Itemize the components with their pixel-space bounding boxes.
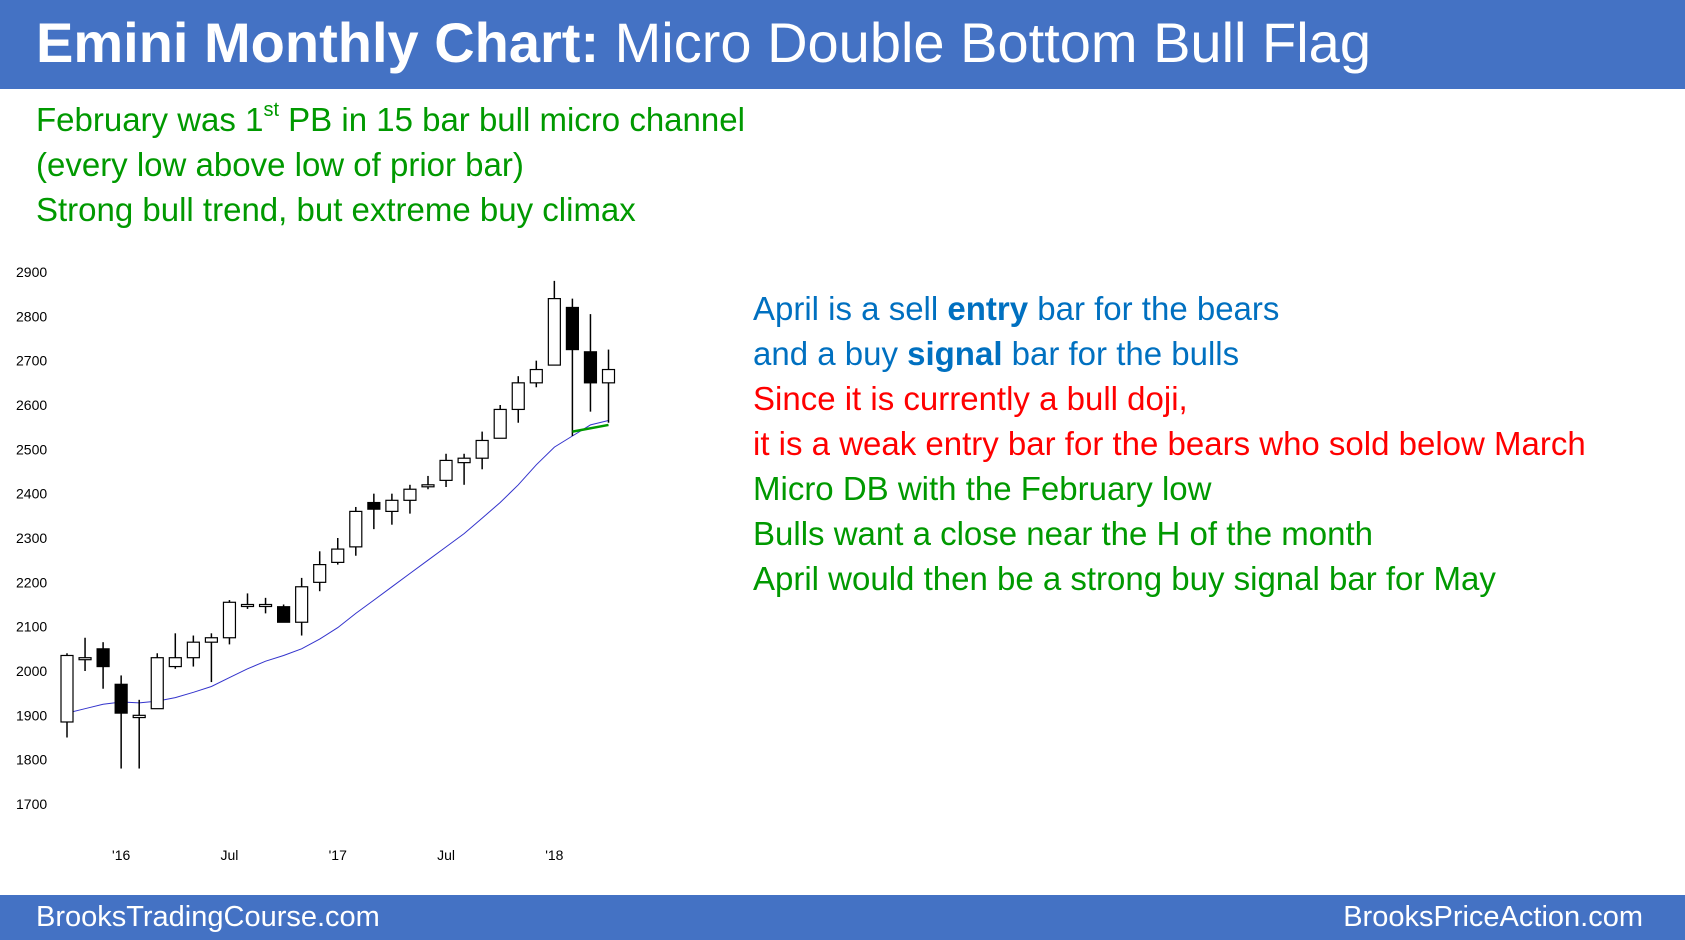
bull-candle-body [150, 657, 164, 710]
y-tick-label: 2300 [16, 530, 47, 546]
bull-candle-body [295, 586, 309, 623]
chart-notes: April is a sell entry bar for the bears … [753, 286, 1586, 601]
bull-candle-body [78, 657, 92, 661]
note-3: Since it is currently a bull doji, [753, 380, 1188, 417]
bear-candle-body [114, 683, 128, 714]
note-2-end: bar for the bulls [1002, 335, 1240, 372]
bull-candle-body [493, 408, 507, 439]
x-tick-label: Jul [220, 847, 238, 863]
bull-candle-body [258, 603, 273, 608]
intro-line-1-start: February was 1 [36, 101, 264, 138]
y-tick-label: 2200 [16, 574, 47, 590]
bull-candle-body [222, 601, 237, 639]
note-1-end: bar for the bears [1028, 290, 1280, 327]
intro-line-3: Strong bull trend, but extreme buy clima… [36, 191, 636, 228]
y-tick-label: 2000 [16, 663, 47, 679]
x-tick-label: '16 [112, 847, 130, 863]
note-7: April would then be a strong buy signal … [753, 560, 1496, 597]
bull-candle-body [313, 564, 327, 583]
bull-candle-body [403, 488, 417, 501]
x-tick-label: Jul [437, 847, 455, 863]
intro-line-1: February was 1st PB in 15 bar bull micro… [36, 97, 745, 142]
bull-candle-body [204, 637, 218, 643]
y-tick-label: 2100 [16, 619, 47, 635]
intro-line-1-end: PB in 15 bar bull micro channel [279, 101, 745, 138]
bull-candle-body [186, 641, 200, 659]
y-tick-label: 2500 [16, 441, 47, 457]
bull-candle-body [240, 603, 255, 608]
bull-candle-body [475, 439, 489, 459]
bull-candle-body [511, 382, 525, 411]
y-tick-label: 2400 [16, 486, 47, 502]
double-bottom-line [572, 423, 609, 433]
footer-link-price-action[interactable]: BrooksPriceAction.com [1343, 901, 1643, 933]
note-6: Bulls want a close near the H of the mon… [753, 515, 1374, 552]
intro-line-1-superscript: st [263, 99, 279, 121]
bull-candle-body [168, 657, 182, 668]
bull-candle-body [349, 510, 363, 548]
bull-candle-body [601, 368, 616, 384]
y-tick-label: 1900 [16, 707, 47, 723]
note-2-bold: signal [907, 335, 1003, 372]
bull-candle-body [421, 484, 435, 488]
bull-candle-body [547, 297, 561, 366]
moving-average-line [66, 420, 609, 714]
y-tick-label: 2600 [16, 397, 47, 413]
note-1-start: April is a sell [753, 290, 948, 327]
title-bar: Emini Monthly Chart: Micro Double Bottom… [0, 0, 1685, 89]
y-tick-label: 2700 [16, 353, 47, 369]
note-2-start: and a buy [753, 335, 908, 372]
x-tick-label: '17 [329, 847, 347, 863]
chart-title: Emini Monthly Chart: Micro Double Bottom… [36, 10, 1371, 76]
y-tick-label: 2900 [16, 264, 47, 280]
bear-candle-body [367, 501, 381, 510]
intro-annotations: February was 1st PB in 15 bar bull micro… [36, 97, 745, 232]
title-rest-part: Micro Double Bottom Bull Flag [614, 11, 1371, 74]
intro-line-2: (every low above low of prior bar) [36, 146, 524, 183]
footer-link-trading-course[interactable]: BrooksTradingCourse.com [36, 901, 380, 933]
x-tick-label: '18 [545, 847, 563, 863]
bull-candle-body [132, 714, 146, 719]
note-2: and a buy signal bar for the bulls [753, 331, 1586, 376]
y-tick-label: 2800 [16, 308, 47, 324]
bear-candle-body [277, 606, 291, 623]
note-1: April is a sell entry bar for the bears [753, 286, 1586, 331]
candlestick-chart: 1700 1800 1900 2000 2100 2200 2300 2400 2500 2600… [16, 264, 616, 863]
bear-candle-body [565, 306, 580, 351]
title-bold-part: Emini Monthly Chart: [36, 11, 600, 74]
note-4: it is a weak entry bar for the bears who… [753, 425, 1586, 462]
bear-candle-body [96, 648, 110, 668]
bull-candle-body [529, 368, 543, 384]
bull-candle-body [439, 459, 453, 481]
footer-bar: BrooksTradingCourse.com BrooksPriceActio… [0, 895, 1685, 940]
note-1-bold: entry [947, 290, 1029, 327]
bull-candle-body [385, 499, 399, 512]
bull-candle-body [331, 548, 345, 563]
bull-candle-body [457, 457, 471, 464]
bull-candle-body [60, 654, 74, 723]
bear-candle-body [583, 351, 598, 384]
y-tick-label: 1800 [16, 752, 47, 768]
note-5: Micro DB with the February low [753, 470, 1212, 507]
y-tick-label: 1700 [16, 796, 47, 812]
